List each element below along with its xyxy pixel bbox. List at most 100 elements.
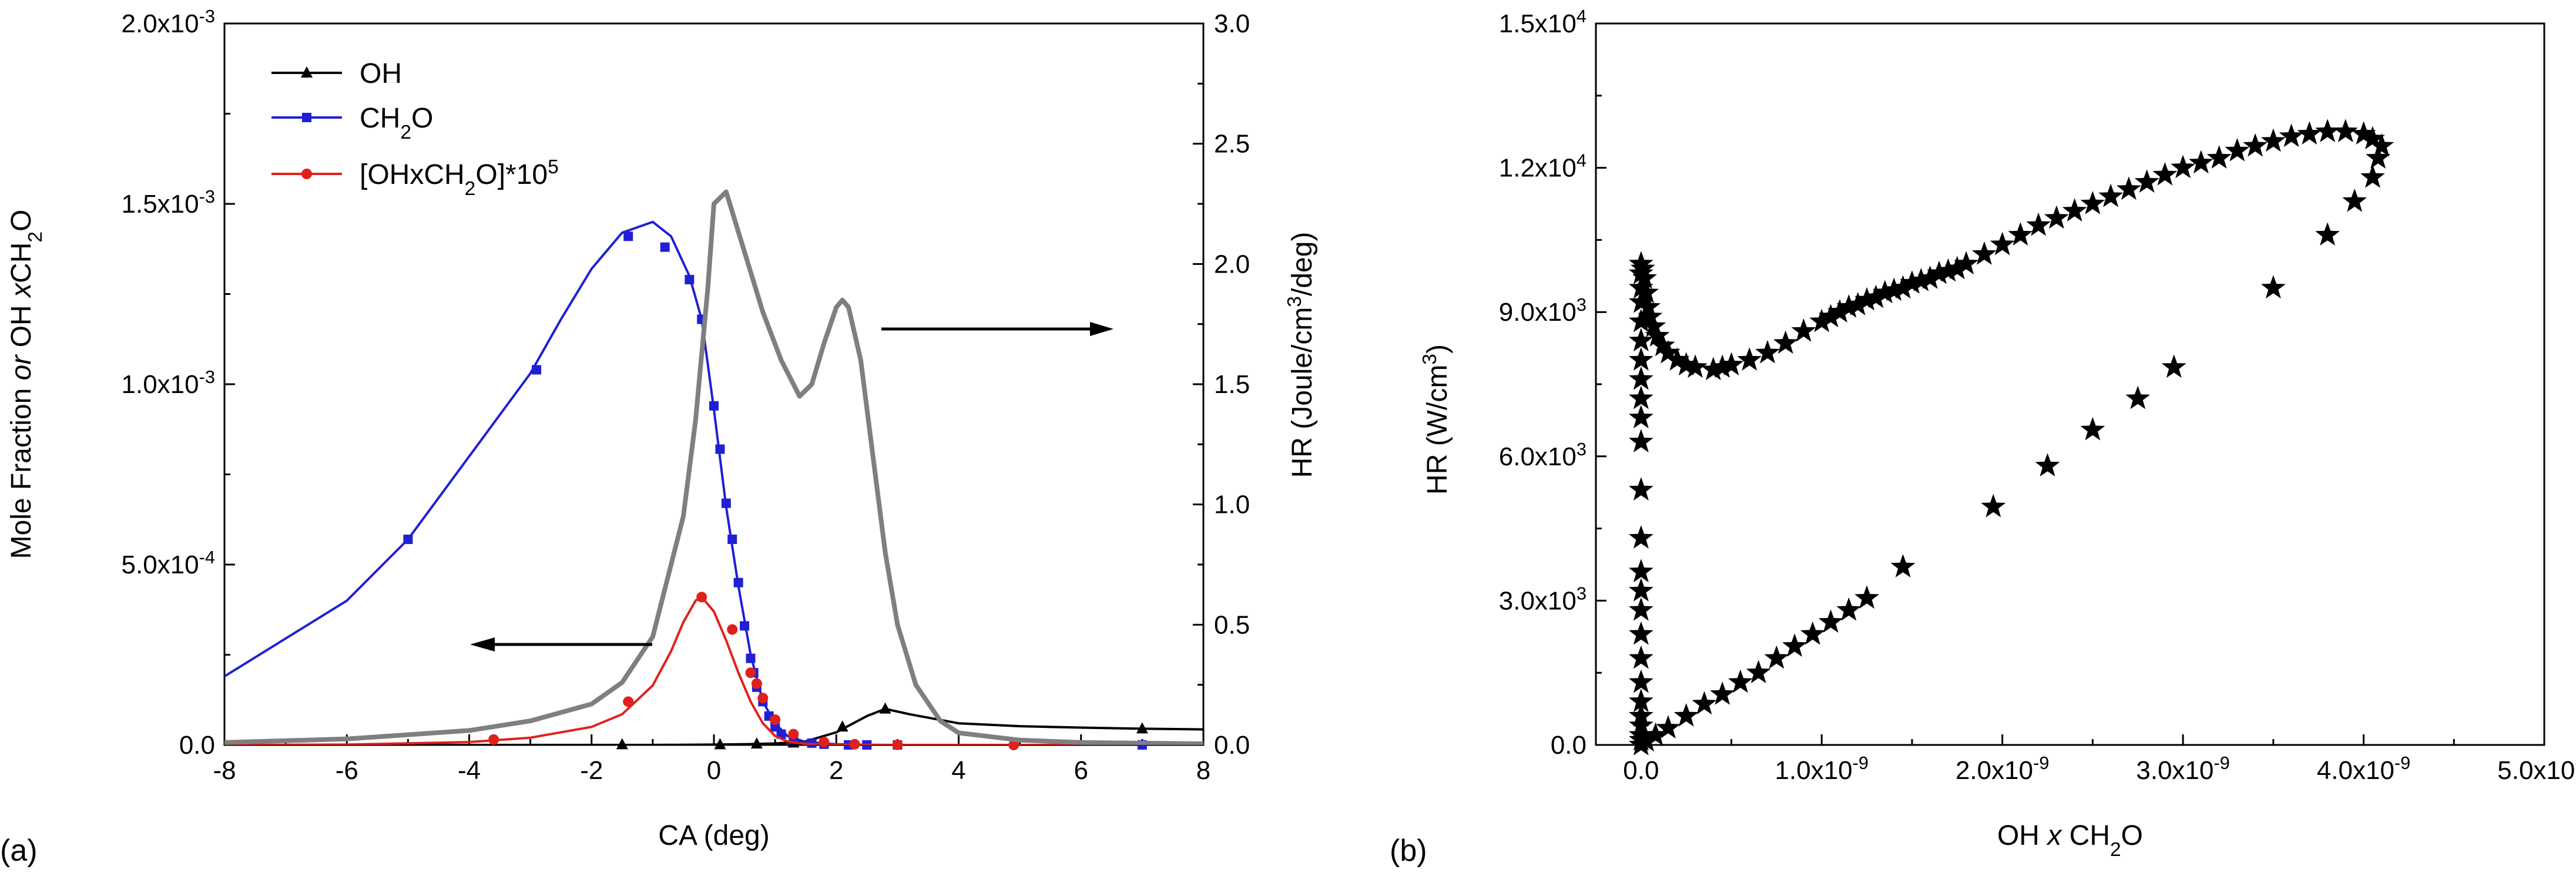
- x-tick-label: 4: [951, 756, 965, 785]
- x-axis-label-a: CA (deg): [658, 820, 769, 851]
- data-point-star: [1645, 323, 1670, 347]
- data-point-star: [1981, 493, 2006, 518]
- x-tick-label: -2: [580, 756, 603, 785]
- x-axis-label-b: OH x CH2O: [1997, 820, 2143, 861]
- y-tick-label: 9.0x103: [1499, 294, 1586, 327]
- data-point-star: [1710, 681, 1735, 705]
- data-point-star: [1854, 287, 1880, 311]
- data-point-star: [1634, 728, 1659, 752]
- data-point-star: [1936, 258, 1961, 282]
- data-point-square: [721, 498, 731, 508]
- data-point-star: [1628, 689, 1653, 713]
- data-point-star: [1632, 265, 1657, 289]
- data-point-star: [1836, 597, 1861, 621]
- legend-a: OH CH2O [OHxCH2O]*105: [271, 58, 559, 200]
- data-point-star: [2297, 121, 2322, 145]
- panel-label-a: (a): [0, 834, 38, 868]
- data-point-star: [2080, 417, 2105, 441]
- data-point-star: [2315, 222, 2340, 246]
- y-right-tick-label: 2.0: [1214, 250, 1250, 278]
- data-point-star: [2351, 121, 2376, 145]
- data-point-star: [1638, 304, 1663, 328]
- legend-marker-square: [302, 113, 311, 122]
- data-point-star: [1634, 280, 1659, 304]
- data-point-circle: [696, 592, 707, 603]
- data-point-triangle: [1136, 722, 1148, 734]
- x-tick-label: -8: [213, 756, 236, 785]
- data-point-star: [1890, 554, 1916, 577]
- y-tick-label: 1.5x104: [1499, 6, 1586, 39]
- data-point-star: [1972, 241, 1997, 265]
- data-point-star: [1719, 352, 1744, 376]
- data-point-square: [733, 577, 743, 587]
- y-left-tick-label: 1.5x10-3: [122, 186, 216, 219]
- y-tick-label: 6.0x103: [1499, 438, 1586, 471]
- data-point-star: [1791, 318, 1816, 342]
- data-point-triangle: [714, 738, 726, 750]
- data-point-star: [1656, 340, 1681, 364]
- data-point-star: [1643, 722, 1668, 746]
- data-point-star: [1628, 385, 1653, 409]
- data-point-star: [2342, 188, 2367, 212]
- data-point-star: [1827, 299, 1852, 323]
- legend-entry: OH: [271, 58, 402, 89]
- data-point-square: [770, 722, 780, 732]
- data-point-square: [403, 535, 413, 545]
- data-point-star: [1728, 669, 1753, 693]
- data-point-star: [2062, 198, 2087, 222]
- data-point-star: [1656, 715, 1681, 739]
- data-point-star: [1628, 645, 1653, 669]
- data-point-triangle: [879, 702, 891, 714]
- data-point-star: [1641, 313, 1666, 337]
- data-point-star: [2117, 176, 2141, 200]
- data-point-square: [715, 444, 725, 454]
- y-tick-label: 3.0x103: [1499, 583, 1586, 616]
- data-point-star: [1908, 268, 1934, 291]
- data-point-star: [2279, 123, 2304, 147]
- series-line-ch2o: [224, 220, 1203, 745]
- data-point-star: [1746, 660, 1771, 683]
- y-axis-label-left: Mole Fraction or OH xCH2O: [6, 210, 46, 559]
- data-point-star: [2008, 222, 2033, 246]
- data-point-star: [1628, 347, 1653, 371]
- data-point-star: [1665, 347, 1690, 371]
- data-point-star: [2080, 191, 2105, 214]
- legend-marker-triangle: [301, 66, 313, 78]
- data-point-circle: [849, 738, 860, 750]
- data-point-star: [1683, 354, 1708, 378]
- data-point-star: [1628, 429, 1653, 452]
- series-line-oh: [224, 707, 1203, 745]
- data-point-star: [1628, 275, 1653, 299]
- y-right-tick-label: 0.0: [1214, 731, 1250, 760]
- data-point-star: [1836, 294, 1861, 318]
- y-left-tick-label: 1.0x10-3: [122, 367, 216, 399]
- data-point-square: [685, 274, 695, 284]
- data-point-star: [1927, 260, 1951, 284]
- data-point-circle: [757, 693, 769, 704]
- data-point-star: [1628, 525, 1653, 549]
- data-point-triangle: [750, 737, 763, 749]
- legend-entry: [OHxCH2O]*105: [271, 156, 559, 200]
- panel-b-chart: 0.0 1.0x10-9 2.0x10-9 3.0x10-9 4.0x10-9 5.0x1…: [1419, 6, 2576, 861]
- data-point-star: [1628, 703, 1653, 727]
- data-point-star: [2044, 205, 2069, 229]
- data-point-star: [1809, 308, 1834, 333]
- data-point-star: [1692, 691, 1717, 715]
- data-point-star: [1845, 291, 1870, 315]
- data-point-star: [1764, 645, 1789, 669]
- y-right-tick-label: 3.0: [1214, 9, 1250, 38]
- legend-label: CH2O: [360, 103, 433, 143]
- data-point-star: [1873, 280, 1897, 304]
- data-point-circle: [751, 678, 762, 689]
- x-tick-label: 2.0x10-9: [1956, 753, 2050, 785]
- data-point-star: [1628, 597, 1653, 621]
- data-point-star: [1650, 333, 1675, 357]
- data-point-star: [2333, 119, 2358, 142]
- panel-label-b: (b): [1390, 834, 1427, 868]
- data-point-star: [1628, 669, 1653, 693]
- data-point-star: [1628, 328, 1653, 352]
- legend-marker-circle: [301, 169, 312, 179]
- series-line-hr: [224, 189, 1203, 745]
- x-tick-label: 2: [829, 756, 843, 785]
